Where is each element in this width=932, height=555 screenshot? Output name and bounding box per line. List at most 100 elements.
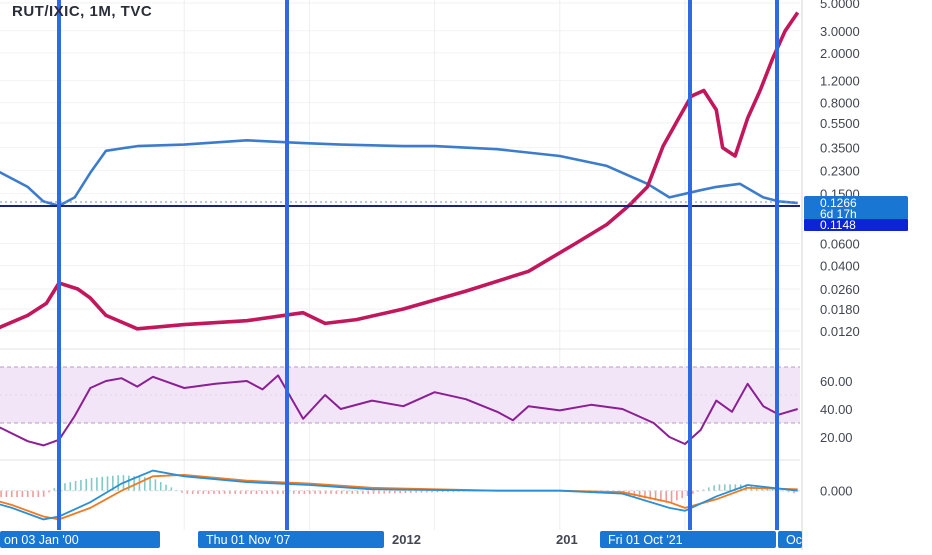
macd-histogram-bar-129	[660, 490, 662, 502]
price-axis-label-13: 0.0120	[820, 324, 860, 339]
macd-histogram-bar-31	[138, 476, 141, 491]
series-layer	[0, 11, 800, 521]
date-badge-3	[778, 531, 802, 548]
price-axis-label-1: 3.0000	[820, 24, 860, 39]
macd-histogram-bar-40	[186, 490, 189, 494]
macd-histogram-bar-138	[707, 487, 710, 491]
date-badge-2	[600, 531, 776, 548]
macd-histogram-bar-6	[5, 490, 8, 498]
macd-histogram-bar-74	[367, 490, 370, 494]
macd-histogram-bar-9	[21, 490, 24, 498]
price-axis-label-3: 1.2000	[820, 74, 860, 89]
macd-signal-line	[0, 473, 798, 521]
macd-histogram-bar-65	[319, 490, 322, 494]
price-axis-label-10: 0.0400	[820, 259, 860, 274]
rsi-band-layer	[0, 366, 800, 424]
macd-histogram-bar-64	[314, 490, 316, 494]
price-axis-label-5: 0.5500	[820, 116, 860, 131]
macd-histogram-bar-8	[16, 490, 18, 498]
macd-histogram-bar-73	[362, 490, 364, 494]
macd-histogram-bar-142	[729, 484, 731, 491]
macd-histogram-bar-14	[48, 490, 50, 493]
macd-histogram-bar-61	[298, 490, 300, 494]
macd-histogram-bar-83	[415, 490, 417, 493]
macd-histogram-bar-70	[346, 490, 348, 494]
macd-histogram-bar-134	[686, 490, 689, 496]
date-marker-layer	[57, 0, 779, 534]
macd-histogram-bar-84	[420, 490, 423, 493]
price-badge	[804, 196, 908, 220]
rsi-line	[0, 374, 798, 447]
macd-histogram-bar-143	[734, 484, 737, 491]
macd-histogram-bar-87	[436, 490, 439, 493]
macd-histogram-bar-90	[452, 490, 455, 492]
macd-histogram-bar-39	[181, 490, 183, 493]
macd-histogram-bar-57	[276, 490, 279, 494]
price-axis-layer: 5.0000 3.0000 2.0000 1.2000 0.8000 0.5500 0.35…	[803, 0, 932, 550]
price-axis-label-11: 0.0260	[820, 282, 860, 297]
macd-histogram-bar-49	[234, 490, 237, 494]
price-axis-background	[803, 0, 932, 550]
macd-histogram-bar-29	[127, 475, 130, 491]
macd-histogram-bar-5	[0, 490, 2, 498]
rsi-axis-label-0: 60.00	[820, 374, 853, 389]
macd-histogram-bar-153	[787, 490, 790, 493]
date-badge-0	[0, 531, 160, 548]
macd-histogram-bar-34	[154, 479, 157, 491]
date-badge-label-1: Thu 01 Nov '07	[206, 533, 290, 547]
ratio-series-line	[0, 139, 798, 208]
macd-histogram-bar-43	[202, 490, 205, 494]
log-ratio-series-line	[0, 11, 800, 331]
macd-histogram-bar-58	[282, 490, 284, 494]
macd-histogram-bar-140	[718, 484, 721, 491]
macd-histogram-bar-44	[207, 490, 210, 494]
price-axis-label-4: 0.8000	[820, 96, 860, 111]
macd-histogram-bar-18	[69, 482, 72, 491]
macd-histogram-bar-7	[10, 490, 13, 498]
macd-histogram-bar-130	[665, 490, 668, 503]
countdown-badge-value: 6d 17h	[820, 207, 857, 221]
macd-histogram-bar-46	[218, 490, 221, 494]
macd-histogram-bar-50	[239, 490, 242, 494]
date-badge-1	[198, 531, 384, 548]
macd-axis-label-0: 0.000	[820, 484, 853, 499]
macd-histogram-bar-48	[229, 490, 231, 494]
price-axis-label-2: 2.0000	[820, 46, 860, 61]
macd-histogram-bar-131	[670, 490, 673, 503]
date-badge-label-2: Fri 01 Oct '21	[608, 533, 683, 547]
macd-histogram-bar-54	[261, 490, 263, 494]
macd-histogram-bar-55	[266, 490, 268, 494]
macd-histogram-bar-133	[681, 490, 683, 499]
macd-histogram-bar-150	[771, 489, 774, 491]
macd-histogram-bar-24	[101, 476, 103, 491]
macd-histogram-bar-53	[255, 490, 258, 494]
time-axis-layer: 2012 201 on 03 Jan '00 Thu 01 Nov '07 Fri 01…	[0, 530, 802, 550]
macd-histogram-bar-152	[782, 490, 785, 492]
macd-histogram-bar-11	[32, 490, 34, 498]
macd-histogram-bar-81	[404, 490, 407, 494]
macd-histogram-bar-35	[159, 482, 162, 491]
price-badge-value: 0.1266	[820, 196, 857, 210]
macd-histogram-bar-27	[117, 475, 119, 491]
macd-histogram-bar-22	[90, 477, 93, 491]
macd-histogram-bar-36	[165, 484, 167, 491]
rsi-axis-label-2: 20.00	[820, 430, 853, 445]
macd-histogram-bar-135	[692, 490, 694, 494]
price-axis-label-6: 0.3500	[820, 141, 860, 156]
macd-histogram-bar-33	[149, 477, 151, 491]
time-axis-label-0: 2012	[392, 532, 421, 547]
macd-histogram-bar-136	[697, 490, 699, 492]
macd-histogram-bar-19	[74, 481, 77, 491]
macd-histogram-bar-26	[112, 475, 114, 491]
macd-histogram-bar-23	[96, 477, 98, 491]
macd-histogram-bar-32	[143, 477, 146, 491]
rsi-axis-label-1: 40.00	[820, 402, 853, 417]
grid-layer	[0, 0, 803, 550]
price-axis-label-12: 0.0180	[820, 302, 860, 317]
macd-histogram-bar-128	[654, 490, 657, 501]
price-axis-label-9: 0.0600	[820, 236, 860, 251]
macd-histogram-bar-60	[292, 490, 295, 494]
level-badge-value: 0.1148	[820, 218, 856, 232]
